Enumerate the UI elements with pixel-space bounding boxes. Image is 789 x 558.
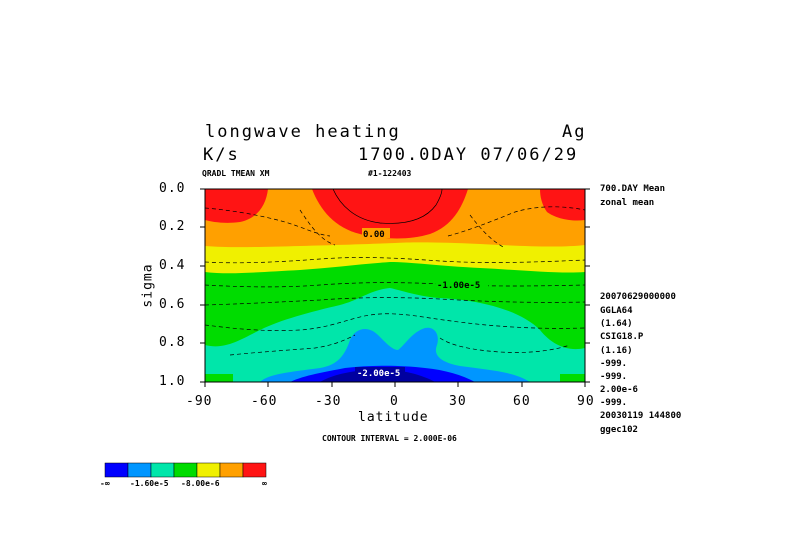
x-tick-label: -30 <box>315 394 342 409</box>
contour-label: -2.00e-5 <box>357 369 400 379</box>
x-tick-label: -60 <box>251 394 278 409</box>
right-panel-line: CSIG18.P <box>600 332 644 342</box>
contour-line <box>205 297 585 306</box>
fill-red-left <box>205 189 268 223</box>
contour-fills <box>205 189 585 382</box>
y-tick-label: 0.8 <box>159 335 186 350</box>
contour-line <box>205 313 585 331</box>
x-tick-label: 0 <box>390 394 399 409</box>
color-bar-label: -1.60e-5 <box>130 479 169 488</box>
contour-line <box>332 189 443 224</box>
day-info: 1700.0DAY 07/06/29 <box>358 145 579 165</box>
contour-line <box>205 207 331 237</box>
contour-line <box>229 334 356 356</box>
x-axis-label: latitude <box>358 410 429 425</box>
variable-name: QRADL TMEAN XM <box>202 169 270 178</box>
contour-label: -1.00e-5 <box>437 281 480 291</box>
x-tick-label: 30 <box>449 394 467 409</box>
run-id: #1-122403 <box>368 169 412 178</box>
contour-line <box>205 257 585 264</box>
fill-surface-left <box>205 374 233 382</box>
right-panel-line: ggec102 <box>600 425 638 435</box>
right-panel-line: 20070629000000 <box>600 292 676 302</box>
fill-red-right <box>540 189 585 221</box>
color-bar-label: -∞ <box>100 479 110 488</box>
right-panel-line: GGLA64 <box>600 306 633 316</box>
right-panel-line: (1.64) <box>600 319 633 329</box>
chart-title: longwave heating <box>205 122 401 142</box>
right-panel-line: -999. <box>600 398 628 408</box>
color-bar-label: ∞ <box>262 479 267 488</box>
contour-line <box>447 206 585 237</box>
contour-labels: 0.00 -1.00e-5 -2.00e-5 <box>355 228 488 379</box>
fill-red-center <box>312 189 468 239</box>
color-bar-label: -8.00e-6 <box>181 479 220 488</box>
contour-label: 0.00 <box>363 230 385 240</box>
contour-line <box>205 282 585 288</box>
y-tick-label: 1.0 <box>159 374 186 389</box>
x-tick-label: 90 <box>577 394 595 409</box>
right-panel-line: 20030119 144800 <box>600 411 682 421</box>
right-panel-line: zonal mean <box>600 198 655 208</box>
fill-surface-right <box>560 374 585 382</box>
y-tick-label: 0.4 <box>159 258 186 273</box>
x-tick-label: -90 <box>186 394 213 409</box>
contour-lines <box>205 189 585 356</box>
right-panel-line: 700.DAY Mean <box>600 184 666 194</box>
right-panel-line: (1.16) <box>600 346 633 356</box>
chart-title-right: Ag <box>562 122 587 142</box>
y-tick-label: 0.0 <box>159 181 186 196</box>
y-tick-label: 0.6 <box>159 297 186 312</box>
tick-marks <box>200 188 590 387</box>
fill-band-lightblue <box>260 327 530 382</box>
units-label: K/s <box>203 145 240 165</box>
contour-interval-label: CONTOUR INTERVAL = 2.000E-06 <box>322 434 457 443</box>
y-axis-label: sigma <box>140 263 156 308</box>
right-panel-line: -999. <box>600 359 628 369</box>
right-panel-line: 2.00e-6 <box>600 385 638 395</box>
y-tick-label: 0.2 <box>159 219 186 234</box>
x-tick-label: 60 <box>513 394 531 409</box>
contour-line <box>469 214 506 249</box>
right-panel-line: -999. <box>600 372 628 382</box>
